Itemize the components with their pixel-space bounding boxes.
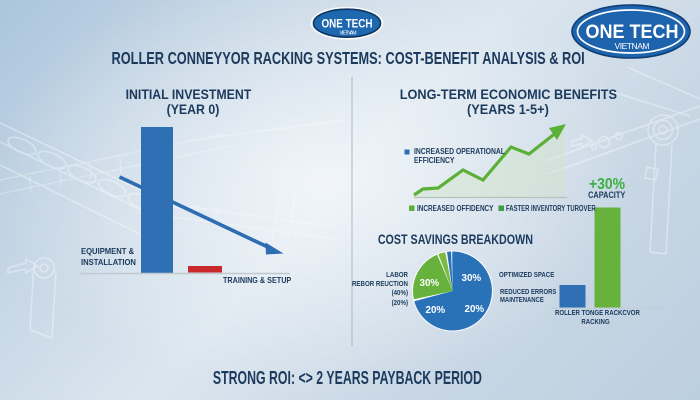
svg-text:VIETNAM: VIETNAM xyxy=(340,31,357,37)
svg-text:ONE TECH: ONE TECH xyxy=(322,19,373,31)
svg-text:VIETNAM: VIETNAM xyxy=(615,41,650,51)
svg-text:ONE TECH: ONE TECH xyxy=(586,22,679,43)
